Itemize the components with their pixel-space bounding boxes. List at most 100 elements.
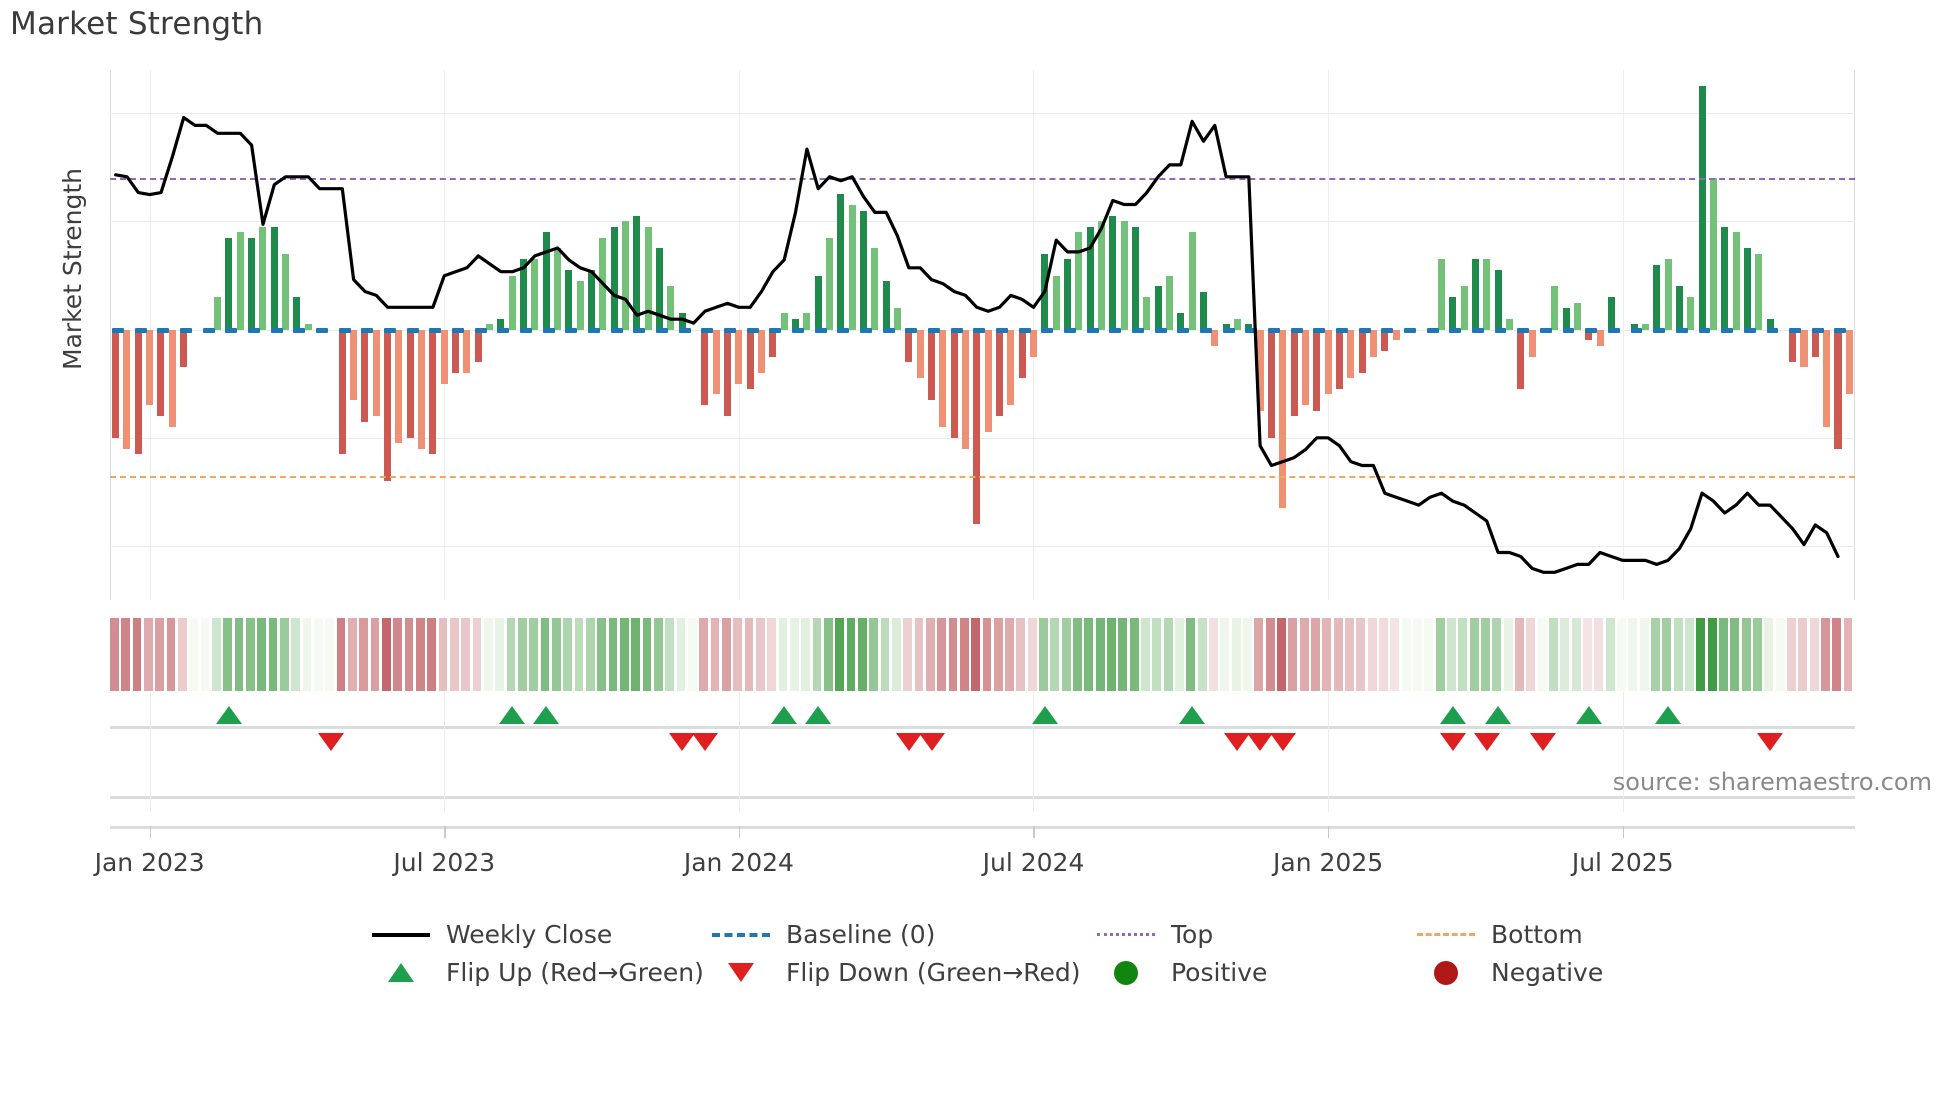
legend-item[interactable]: Baseline (0) [710,920,935,949]
strength-bar [1811,329,1819,357]
strength-bar [520,259,528,330]
heat-cell [279,618,289,691]
baseline-marker [1449,327,1462,333]
heat-cell [1605,618,1615,691]
baseline-marker [746,327,759,333]
strength-bar [1743,248,1751,330]
heat-cell [1118,618,1128,691]
heat-cell [1515,618,1524,691]
strength-bar [1698,86,1706,330]
x-tick-label: Jan 2024 [683,848,794,877]
heat-cell [540,618,550,691]
strength-bar [395,329,403,444]
heat-cell [1560,618,1570,691]
heat-cell [517,618,527,691]
baseline-marker [1109,327,1122,333]
strength-bar [939,329,947,427]
flip-axis-line-secondary [110,796,1855,799]
strength-bar [248,237,256,330]
heat-cell [687,618,697,691]
strength-bar [361,329,369,422]
baseline-marker [973,327,986,333]
baseline-marker [112,327,125,333]
heat-cell [1197,618,1207,691]
legend-item[interactable]: Flip Down (Green→Red) [710,958,1081,987]
strength-bar [236,232,244,330]
baseline-marker [134,327,147,333]
heat-cell [1073,618,1082,691]
legend-item[interactable]: Flip Up (Red→Green) [370,958,704,987]
strength-bar [803,313,811,330]
heat-cell [948,618,958,691]
baseline-marker [248,327,261,333]
strength-bar [1573,302,1581,330]
baseline-marker [338,327,351,333]
heat-cell [835,618,845,691]
heat-cell [359,618,369,691]
heat-cell [234,618,244,691]
heat-cell [789,618,799,691]
legend-item[interactable]: Negative [1415,958,1603,987]
legend-line-solid-icon [372,932,430,937]
strength-bar [905,329,913,363]
heat-cell [1390,618,1400,691]
plot-frame [110,70,1855,600]
baseline-marker [1199,327,1212,333]
strength-bar [497,318,505,330]
baseline-marker [1018,327,1031,333]
baseline-marker [1358,327,1371,333]
flip-down-marker [1247,733,1274,751]
strength-bar [644,226,652,330]
legend-swatch [370,921,432,949]
heat-cell [1333,618,1343,691]
heat-cell [1639,618,1649,691]
heat-cell [1685,618,1694,691]
baseline-marker [406,327,419,333]
heat-cell [200,618,210,691]
heat-cell [393,618,403,691]
source-caption: source: sharemaestro.com [1612,768,1932,796]
strength-bar [452,329,460,373]
baseline-marker [656,327,668,333]
strength-bar [440,329,448,384]
strength-bar [576,280,584,330]
strength-bar [1766,318,1774,330]
heat-cell [971,618,980,691]
legend-item[interactable]: Positive [1095,958,1267,987]
heat-cell [1050,618,1060,691]
top-reference-line [110,178,1855,181]
circle-green-icon [1114,960,1138,985]
strength-bar [1358,329,1366,373]
heat-cell [1152,618,1162,691]
x-tick-mark [1033,826,1035,838]
heat-cell [506,618,516,691]
heat-cell [1549,618,1558,691]
strength-bar [984,329,992,433]
heat-cell [1537,618,1547,691]
heat-cell [1503,618,1513,691]
baseline-marker [1630,327,1643,333]
heat-cell [937,618,946,691]
flip-down-marker [1473,733,1500,751]
baseline-marker [520,327,532,333]
strength-bar [1177,313,1185,330]
baseline-marker [1086,327,1099,333]
heat-cell [1741,618,1751,691]
x-tick-mark [149,826,152,838]
legend-item[interactable]: Top [1095,920,1213,949]
heat-cell [1809,618,1819,691]
heat-cell [472,618,482,691]
heat-cell [347,618,357,691]
legend-item[interactable]: Bottom [1415,920,1583,949]
strength-bar [123,329,131,449]
legend-label: Top [1171,920,1214,949]
heat-cell [982,618,992,691]
flip-down-marker [895,733,922,751]
heat-cell [1435,618,1445,691]
heat-cell [1730,618,1740,691]
flip-up-marker [1655,706,1682,724]
heat-cell [1764,618,1774,691]
legend-item[interactable]: Weekly Close [370,920,612,949]
strength-bar [667,286,675,330]
baseline-marker [1743,327,1756,333]
